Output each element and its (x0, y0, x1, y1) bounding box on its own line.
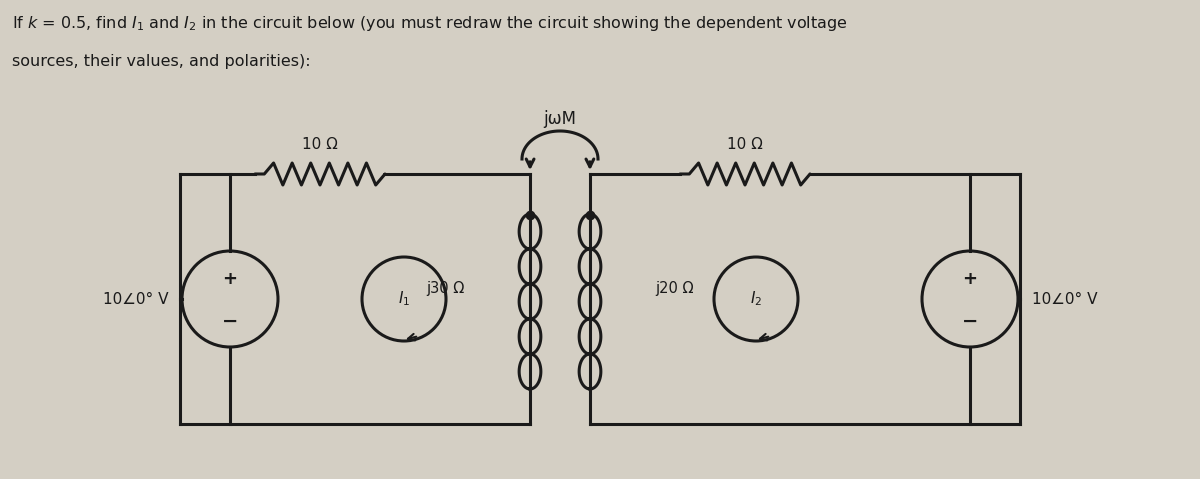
Text: jωM: jωM (544, 110, 576, 128)
Text: −: − (222, 311, 238, 331)
Text: If $k$ = 0.5, find $I_1$ and $I_2$ in the circuit below (you must redraw the cir: If $k$ = 0.5, find $I_1$ and $I_2$ in th… (12, 14, 847, 33)
Text: +: + (222, 270, 238, 288)
Text: $I_2$: $I_2$ (750, 290, 762, 308)
Text: 10∠0° V: 10∠0° V (102, 292, 168, 307)
Text: −: − (962, 311, 978, 331)
Text: 10 Ω: 10 Ω (727, 137, 763, 152)
Text: +: + (962, 270, 978, 288)
Text: j20 Ω: j20 Ω (655, 282, 694, 297)
Text: $I_1$: $I_1$ (398, 290, 410, 308)
Text: sources, their values, and polarities):: sources, their values, and polarities): (12, 54, 311, 69)
Text: 10 Ω: 10 Ω (302, 137, 338, 152)
Text: j30 Ω: j30 Ω (427, 282, 464, 297)
Text: 10∠0° V: 10∠0° V (1032, 292, 1098, 307)
